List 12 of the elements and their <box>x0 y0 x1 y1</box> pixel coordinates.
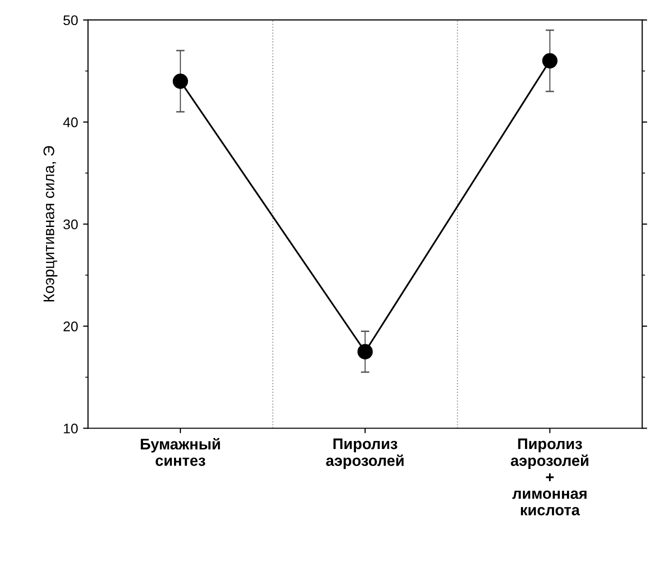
y-axis-title: Коэрцитивная сила, Э <box>43 146 58 302</box>
y-tick-label: 30 <box>63 219 78 230</box>
y-tick-label: 10 <box>64 424 78 434</box>
x-tick-label: Бумажный синтез <box>140 438 220 466</box>
y-tick-label: 50 <box>63 15 78 26</box>
y-tick-label: 20 <box>64 322 78 332</box>
point <box>172 74 188 89</box>
point <box>357 344 373 360</box>
x-tick-label: Пиролиз аэрозолей + лимонная кислота <box>510 438 588 516</box>
point <box>542 53 558 68</box>
y-tick-label: 40 <box>63 117 78 128</box>
x-tick-label: Пиролиз аэрозолей <box>326 438 404 470</box>
